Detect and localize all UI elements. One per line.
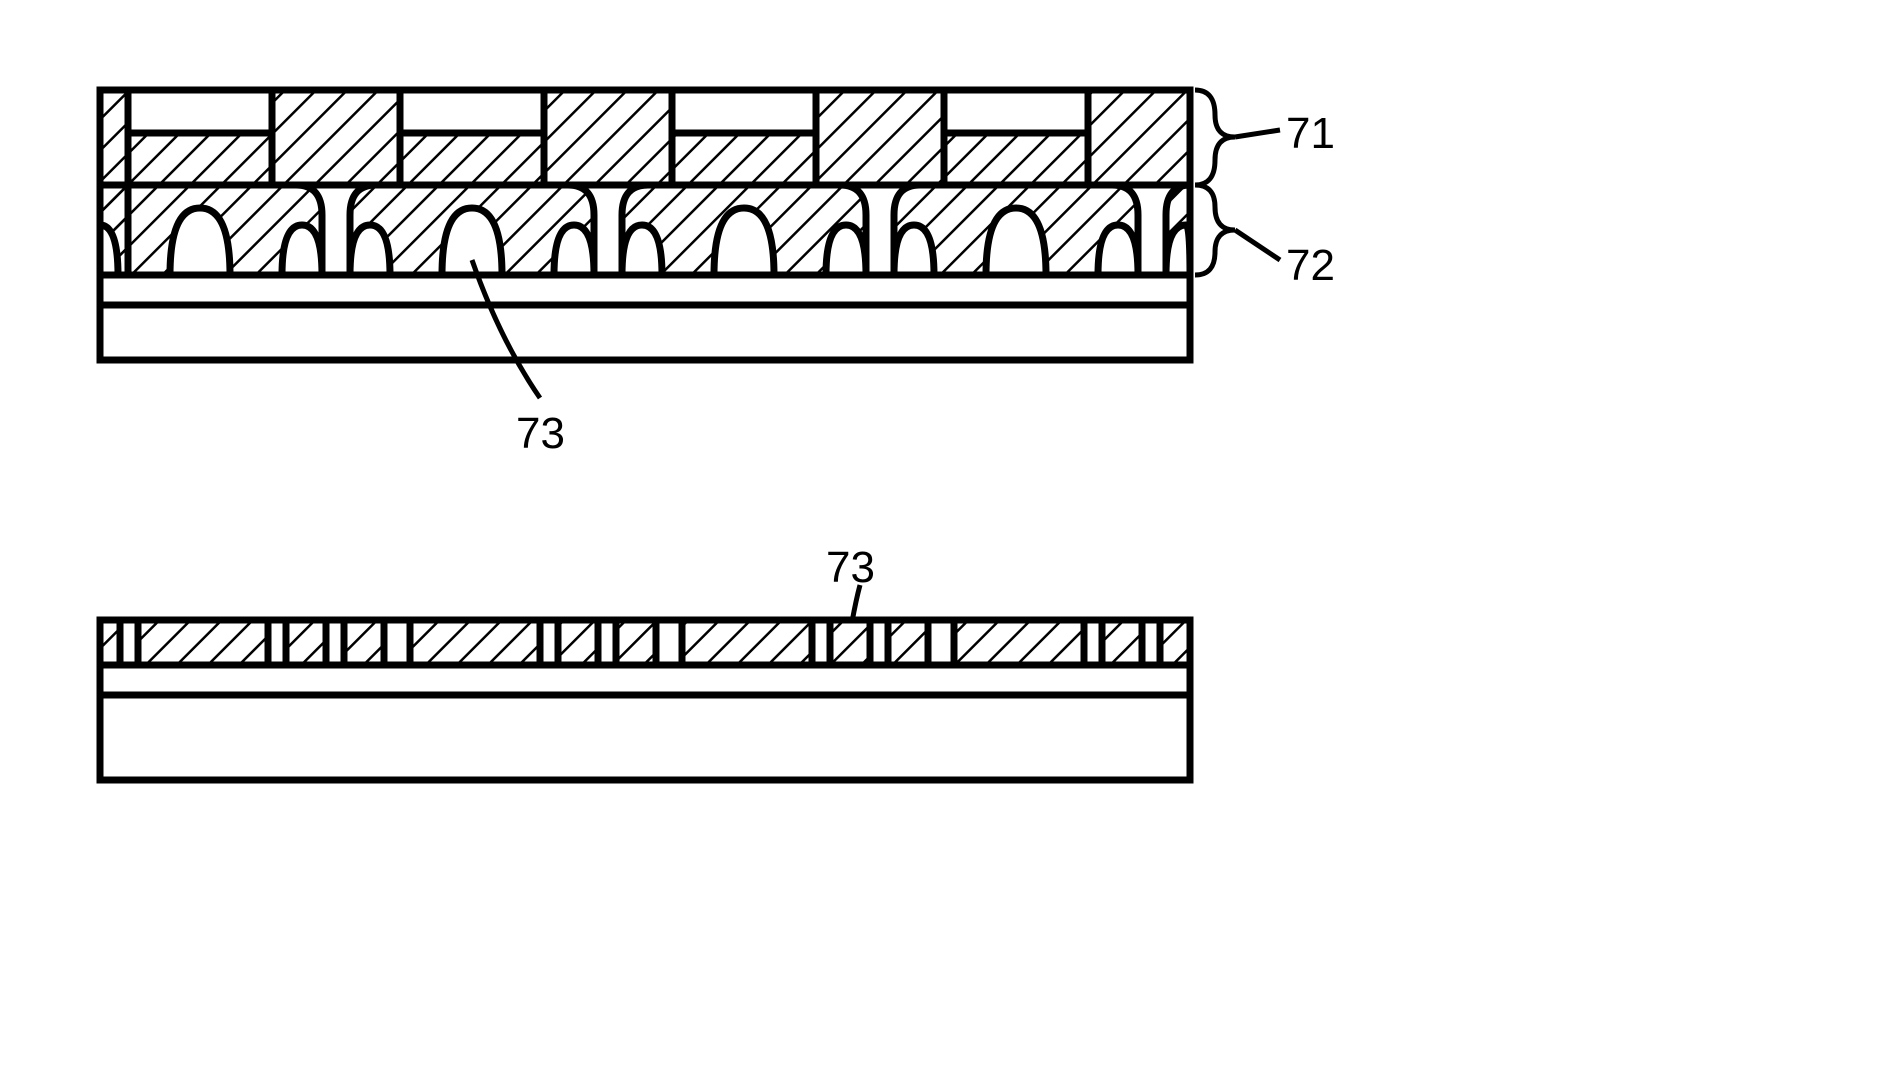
label-73-top: 73 [516,409,565,458]
label-71: 71 [1286,109,1335,158]
diagram-svg: 71 72 73 73 [0,0,1880,1068]
bottom-figure [100,585,1190,780]
label-72: 72 [1286,241,1335,290]
top-figure [84,88,1235,398]
diagram-container: 71 72 73 73 [0,0,1880,1068]
label-73-bottom: 73 [826,543,875,592]
